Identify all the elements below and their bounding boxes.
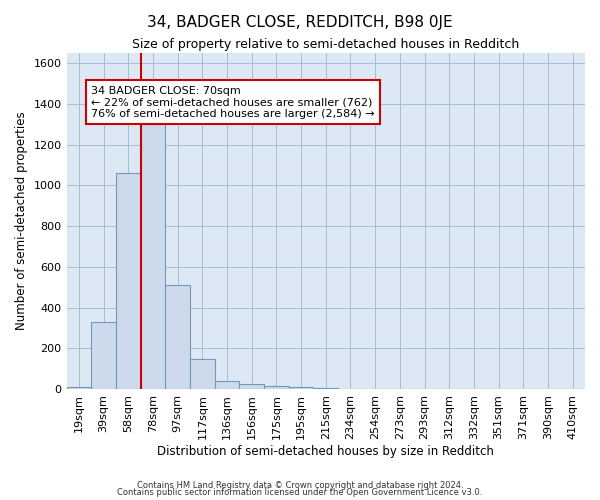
Bar (289, 388, 313, 389)
Y-axis label: Number of semi-detached properties: Number of semi-detached properties (15, 112, 28, 330)
Bar (67, 387, 91, 389)
Title: Size of property relative to semi-detached houses in Redditch: Size of property relative to semi-detach… (132, 38, 520, 51)
Bar (165, 285, 190, 389)
Bar (313, 388, 338, 389)
Bar (190, 358, 215, 389)
X-axis label: Distribution of semi-detached houses by size in Redditch: Distribution of semi-detached houses by … (157, 444, 494, 458)
Text: 34, BADGER CLOSE, REDDITCH, B98 0JE: 34, BADGER CLOSE, REDDITCH, B98 0JE (147, 15, 453, 30)
Text: Contains HM Land Registry data © Crown copyright and database right 2024.: Contains HM Land Registry data © Crown c… (137, 480, 463, 490)
Bar (140, 124, 165, 389)
Bar (264, 386, 289, 389)
Bar (91, 322, 116, 389)
Text: Contains public sector information licensed under the Open Government Licence v3: Contains public sector information licen… (118, 488, 482, 497)
Bar (239, 384, 264, 389)
Text: 34 BADGER CLOSE: 70sqm
← 22% of semi-detached houses are smaller (762)
76% of se: 34 BADGER CLOSE: 70sqm ← 22% of semi-det… (91, 86, 375, 119)
Bar (116, 173, 140, 389)
Bar (215, 381, 239, 389)
